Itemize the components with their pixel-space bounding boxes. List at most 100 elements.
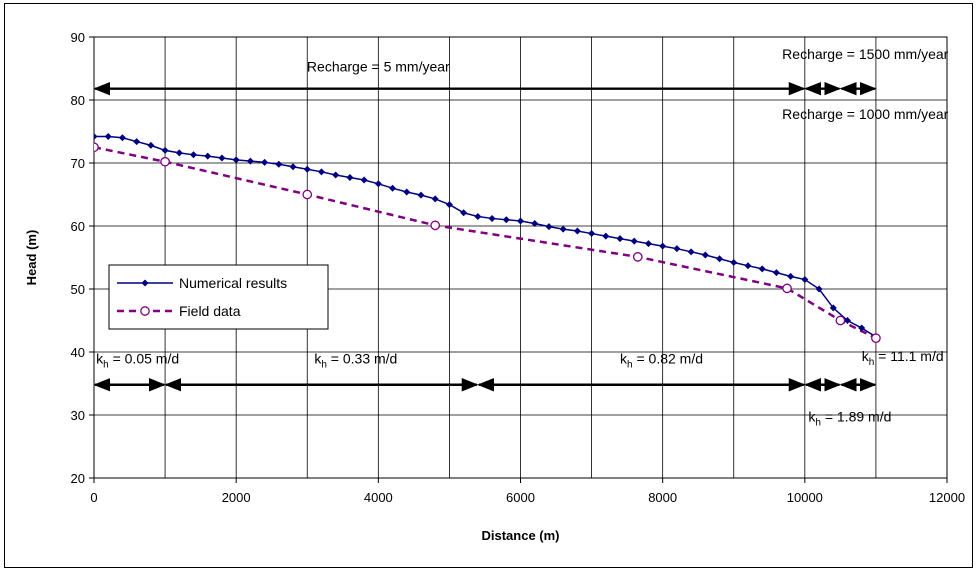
data-point-numerical [545,223,553,231]
kh-value: = 11.1 m/d [874,348,943,364]
x-tick-label: 4000 [364,490,393,505]
data-point-numerical [559,225,567,233]
data-point-field [160,156,170,167]
data-point-numerical [332,171,340,179]
data-point-numerical [317,168,325,176]
data-point-numerical [431,195,439,203]
data-point-numerical [204,152,212,160]
data-point-numerical [275,160,283,168]
kh-annotation: kh = 0.82 m/d [620,350,703,370]
x-tick-label: 2000 [222,490,251,505]
data-point-numerical [517,217,524,225]
data-point-numerical [94,133,98,141]
data-point-field [632,252,643,262]
kh-subscript: h [321,359,327,370]
kh-symbol: k [314,350,322,366]
legend-box [108,264,329,330]
kh-value: = 0.82 m/d [633,350,703,366]
y-tick-label: 80 [71,93,85,108]
data-point-numerical [360,176,368,184]
data-point-numerical [772,269,780,277]
data-point-numerical [630,237,638,245]
data-point-numerical [758,265,766,273]
data-point-numerical [602,232,610,240]
kh-annotation: kh = 0.33 m/d [314,350,397,370]
data-point-numerical [190,151,198,159]
data-point-numerical [261,158,269,166]
data-point-field [782,283,792,294]
data-point-numerical [787,272,795,280]
data-point-numerical [289,163,297,171]
axis-ticks: 20 30 40 50 60 70 80 90 0 2000 4000 6000 8000 10000 12… [71,30,966,505]
kh-annotation: kh = 11.1 m/d [862,348,944,368]
data-point-numerical [716,255,724,263]
data-point-numerical [673,245,681,253]
data-point-numerical [588,230,596,238]
y-tick-label: 50 [71,282,85,297]
data-point-numerical [531,219,539,227]
data-point-field [94,142,99,153]
kh-value: = 0.05 m/d [109,350,179,366]
data-point-numerical [104,133,112,141]
data-point-numerical [147,141,155,149]
kh-value: = 1.89 m/d [821,408,891,424]
kh-subscript: h [869,357,875,368]
kh-annotation: kh = 1.89 m/d [808,408,891,428]
data-point-numerical [389,184,397,192]
y-tick-label: 90 [71,30,85,45]
data-point-numerical [474,213,482,221]
legend-label-numerical: Numerical results [179,275,287,291]
data-point-numerical [687,248,695,256]
kh-annotation: kh = 0.05 m/d [96,350,179,370]
data-point-field [835,315,846,326]
y-tick-label: 70 [71,156,85,171]
y-axis-title: Head (m) [24,230,39,286]
data-point-numerical [118,134,126,142]
grid-lines [94,36,947,479]
recharge-annotation: Recharge = 1500 mm/year [782,46,948,62]
data-point-numerical [246,157,254,165]
data-point-numerical [659,242,667,250]
data-point-numerical [744,262,752,270]
data-point-numerical [829,304,837,312]
y-tick-label: 40 [71,345,85,360]
legend-diamond-marker [141,279,149,287]
x-tick-label: 8000 [648,490,677,505]
recharge-annotation: Recharge = 5 mm/year [307,59,450,75]
kh-symbol: k [96,350,104,366]
data-point-numerical [701,251,709,259]
legend-marker-numerical [141,279,149,287]
x-tick-label: 12000 [929,490,965,505]
legend-label-field: Field data [179,303,241,319]
y-tick-label: 60 [71,219,85,234]
data-point-field [430,220,441,231]
kh-symbol: k [808,408,816,424]
data-point-numerical [502,216,510,224]
kh-symbol: k [862,348,870,364]
x-tick-label: 0 [90,490,97,505]
kh-subscript: h [627,359,633,370]
data-point-numerical [417,191,425,199]
data-point-numerical [403,188,411,196]
kh-symbol: k [620,350,628,366]
legend: Numerical results Field data [108,264,329,330]
data-point-numerical [346,173,354,181]
data-point-numerical [573,227,581,235]
data-point-numerical [858,324,866,332]
x-tick-label: 6000 [506,490,535,505]
data-point-numerical [232,156,240,164]
kh-subscript: h [103,359,109,370]
data-point-numerical [730,259,738,267]
annotations: Recharge = 5 mm/year Recharge = 1500 mm/y… [96,46,949,428]
data-point-numerical [843,317,851,324]
legend-marker-field [140,306,150,316]
y-tick-label: 30 [71,408,85,423]
data-point-numerical [815,285,823,293]
data-point-numerical [133,138,141,146]
kh-value: = 0.33 m/d [327,350,397,366]
data-point-numerical [303,165,311,173]
series-layer [94,133,881,343]
data-point-numerical [488,214,496,222]
data-point-numerical [161,146,169,154]
